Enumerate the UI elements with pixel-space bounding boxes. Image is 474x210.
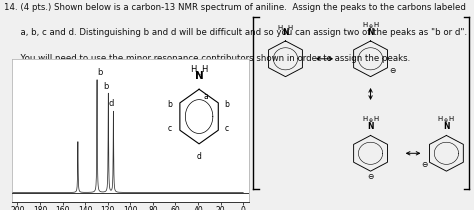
- Text: H$_\oplus$H: H$_\oplus$H: [362, 20, 380, 31]
- Text: ...: ...: [196, 70, 202, 76]
- Text: 14. (4 pts.) Shown below is a carbon-13 NMR spectrum of aniline.  Assign the pea: 14. (4 pts.) Shown below is a carbon-13 …: [4, 3, 465, 12]
- Text: d: d: [197, 152, 201, 161]
- Text: H: H: [191, 64, 197, 74]
- Text: $\ominus$: $\ominus$: [367, 172, 374, 181]
- Text: H$_\oplus$H: H$_\oplus$H: [362, 115, 380, 125]
- Text: c: c: [225, 124, 229, 133]
- Text: N: N: [367, 122, 374, 131]
- Text: a, b, c and d. Distinguishing b and d will be difficult and so you can assign tw: a, b, c and d. Distinguishing b and d wi…: [4, 28, 467, 37]
- Text: N: N: [195, 71, 203, 81]
- Text: H: H: [201, 64, 208, 74]
- Text: b: b: [97, 68, 102, 77]
- Text: N: N: [282, 28, 289, 37]
- Text: b: b: [167, 100, 172, 109]
- Text: H$_\oplus$H: H$_\oplus$H: [438, 115, 456, 125]
- Text: b: b: [225, 100, 229, 109]
- Text: N: N: [443, 122, 450, 131]
- Text: a: a: [203, 92, 208, 101]
- Text: $\ominus$: $\ominus$: [420, 160, 428, 169]
- Text: d: d: [109, 98, 114, 108]
- Text: You will need to use the minor resonance contributors shown in order to assign t: You will need to use the minor resonance…: [4, 54, 410, 63]
- Text: c: c: [168, 124, 172, 133]
- Text: b: b: [103, 81, 109, 91]
- Text: N: N: [367, 28, 374, 37]
- Text: H$_{\cdot\cdot}$H: H$_{\cdot\cdot}$H: [277, 23, 294, 31]
- Text: $\ominus$: $\ominus$: [389, 66, 396, 75]
